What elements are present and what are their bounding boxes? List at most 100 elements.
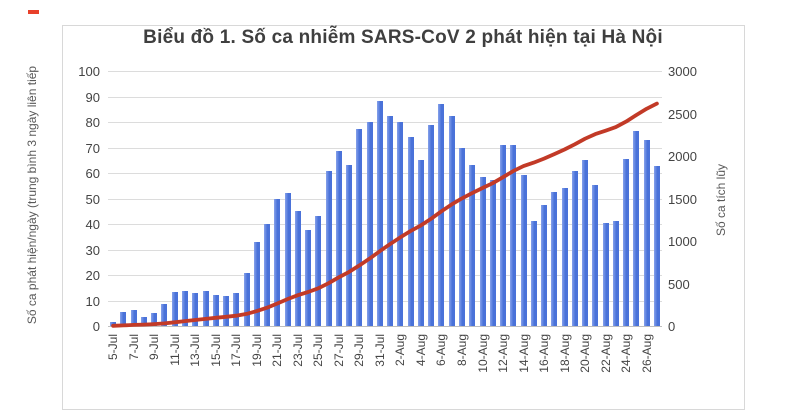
- right-tick-label: 1500: [668, 191, 697, 207]
- gridline: [108, 122, 662, 123]
- x-tick-label: 16-Aug: [537, 334, 551, 373]
- bar-29-Jul: [356, 128, 363, 326]
- x-tick-label: 2-Aug: [393, 334, 408, 367]
- left-tick-label: 10: [85, 293, 100, 309]
- bar-14-Jul: [202, 291, 209, 326]
- x-tick-label: 8-Aug: [454, 334, 469, 367]
- x-tick-label: 18-Aug: [557, 334, 572, 373]
- bar-8-Jul: [140, 316, 147, 326]
- bar-22-Jul: [284, 192, 291, 326]
- bar-2-Aug: [397, 122, 404, 326]
- bar-10-Jul: [161, 303, 168, 326]
- gridline: [108, 96, 662, 98]
- left-tick-label: 90: [85, 89, 100, 105]
- bar-25-Jul: [315, 215, 322, 326]
- bar-8-Aug: [458, 147, 465, 326]
- x-tick-label: 9-Jul: [147, 334, 162, 361]
- x-tick-label: 4-Aug: [413, 334, 428, 367]
- gridline: [108, 300, 662, 302]
- bar-30-Jul: [366, 122, 373, 326]
- bar-12-Jul: [181, 291, 188, 326]
- left-axis-title: Số ca phát hiện/ngày (trung bình 3 ngày …: [25, 65, 39, 325]
- bar-1-Aug: [387, 116, 394, 326]
- x-tick-label: 20-Aug: [578, 334, 593, 373]
- x-tick-label: 23-Jul: [290, 334, 305, 367]
- gridline: [108, 198, 662, 200]
- bar-22-Aug: [602, 223, 609, 326]
- bar-15-Aug: [530, 221, 537, 326]
- bar-13-Aug: [510, 145, 517, 326]
- x-tick-label: 31-Jul: [372, 334, 387, 367]
- bar-20-Jul: [264, 224, 270, 326]
- left-tick-label: 80: [85, 115, 100, 130]
- bar-5-Jul: [110, 322, 117, 326]
- bar-5-Aug: [428, 125, 435, 326]
- x-tick-label: 13-Jul: [188, 334, 203, 367]
- bar-26-Jul: [325, 171, 332, 326]
- bar-24-Aug: [623, 158, 630, 326]
- x-tick-label: 10-Aug: [475, 334, 490, 373]
- x-tick-label: 26-Aug: [639, 334, 654, 373]
- bar-25-Aug: [633, 131, 640, 326]
- x-tick-label: 25-Jul: [311, 334, 326, 367]
- bar-9-Jul: [151, 313, 158, 327]
- x-tick-label: 15-Jul: [208, 334, 223, 367]
- x-tick-label: 21-Jul: [270, 334, 285, 367]
- x-axis-line: [108, 326, 662, 327]
- bar-11-Jul: [171, 292, 178, 326]
- x-tick-label: 24-Aug: [619, 334, 634, 373]
- x-tick-label: 11-Jul: [167, 334, 182, 366]
- bar-6-Aug: [438, 104, 445, 326]
- left-tick-label: 70: [85, 140, 100, 156]
- bar-21-Jul: [274, 198, 281, 326]
- left-tick-label: 50: [85, 191, 100, 207]
- bar-6-Jul: [120, 312, 127, 326]
- x-tick-label: 5-Jul: [106, 334, 121, 361]
- bar-11-Aug: [489, 179, 496, 326]
- bar-21-Aug: [592, 185, 599, 326]
- chart-title: Biểu đồ 1. Số ca nhiễm SARS-CoV 2 phát h…: [143, 27, 663, 48]
- right-tick-label: 2000: [668, 149, 697, 164]
- left-tick-label: 20: [85, 268, 100, 283]
- bar-19-Jul: [253, 241, 260, 326]
- bar-7-Jul: [130, 309, 137, 326]
- x-tick-label: 7-Jul: [126, 334, 141, 361]
- bar-4-Aug: [417, 159, 424, 326]
- bar-16-Aug: [541, 205, 547, 326]
- bar-24-Jul: [305, 229, 312, 326]
- bar-23-Jul: [294, 210, 301, 326]
- bar-26-Aug: [643, 139, 650, 326]
- x-tick-label: 17-Jul: [229, 334, 244, 367]
- right-tick-label: 0: [668, 319, 676, 334]
- gridline: [108, 249, 662, 251]
- x-tick-label: 12-Aug: [496, 334, 510, 373]
- gridline: [108, 71, 662, 72]
- bar-9-Aug: [469, 165, 476, 326]
- bar-19-Aug: [571, 170, 578, 326]
- gridline: [108, 147, 662, 149]
- bar-18-Aug: [561, 187, 568, 326]
- chart-frame: [62, 25, 745, 410]
- left-tick-label: 30: [85, 242, 100, 258]
- left-tick-label: 40: [85, 217, 100, 232]
- bar-23-Aug: [612, 220, 619, 326]
- bar-17-Jul: [233, 292, 240, 326]
- bar-17-Aug: [551, 191, 558, 326]
- bar-15-Jul: [212, 295, 219, 326]
- right-tick-label: 500: [668, 276, 690, 292]
- red-cursor-artifact: [28, 10, 39, 14]
- right-tick-label: 1000: [668, 234, 697, 249]
- gridline: [108, 224, 662, 225]
- bar-14-Aug: [520, 174, 527, 326]
- bar-20-Aug: [582, 159, 589, 326]
- gridline: [108, 275, 662, 276]
- x-tick-label: 29-Jul: [352, 334, 367, 367]
- right-tick-label: 3000: [668, 64, 697, 79]
- x-tick-label: 19-Jul: [249, 334, 264, 367]
- bar-28-Jul: [346, 165, 353, 326]
- left-tick-label: 0: [92, 319, 100, 334]
- bar-27-Jul: [335, 150, 342, 326]
- right-tick-label: 2500: [668, 106, 697, 122]
- left-tick-label: 100: [78, 64, 100, 79]
- gridline: [108, 173, 662, 174]
